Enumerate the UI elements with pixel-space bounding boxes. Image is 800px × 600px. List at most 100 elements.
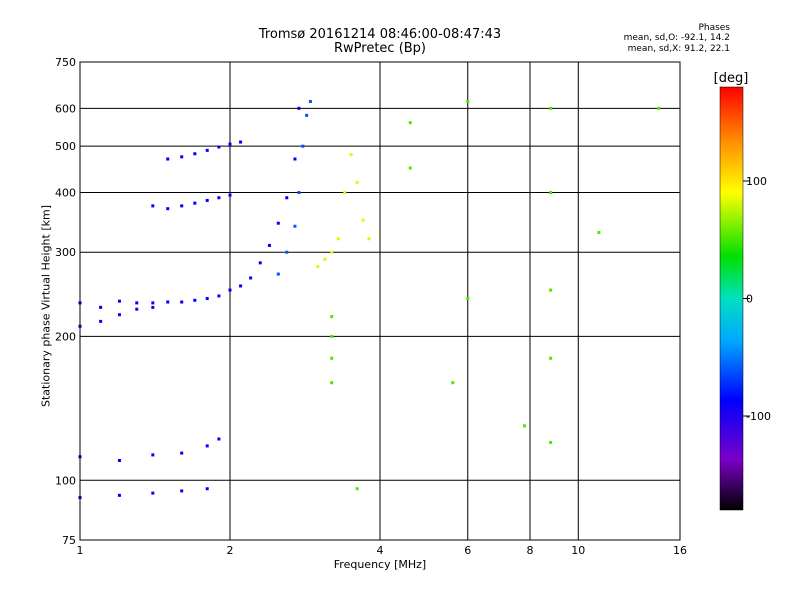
y-tick-label: 600 xyxy=(55,102,76,115)
data-point xyxy=(228,193,232,197)
data-point xyxy=(166,300,170,304)
data-point xyxy=(99,305,103,309)
data-point xyxy=(249,276,253,280)
data-point xyxy=(135,301,139,305)
data-point xyxy=(217,196,221,200)
data-point xyxy=(466,297,470,301)
data-point xyxy=(180,204,184,208)
y-tick-label: 300 xyxy=(55,246,76,259)
data-point xyxy=(597,230,601,234)
data-point xyxy=(180,155,184,159)
data-point xyxy=(217,294,221,298)
data-point xyxy=(549,356,553,360)
colorbar-tick-label: -100 xyxy=(746,410,771,423)
data-point xyxy=(180,300,184,304)
x-tick-label: 6 xyxy=(464,544,471,557)
data-point xyxy=(117,313,121,317)
data-point xyxy=(180,489,184,493)
data-point xyxy=(117,458,121,462)
data-point xyxy=(239,140,243,144)
data-point xyxy=(228,288,232,292)
y-tick-labels: 75 100 200 300 400 500 600 750 xyxy=(55,56,76,547)
y-tick-label: 500 xyxy=(55,140,76,153)
colorbar-tick-label: 100 xyxy=(746,175,767,188)
data-point xyxy=(297,106,301,110)
data-point xyxy=(151,491,155,495)
stats-x-mode: mean, sd,X: 91.2, 22.1 xyxy=(627,44,730,54)
colorbar xyxy=(719,86,744,511)
data-point xyxy=(135,307,139,311)
data-point xyxy=(336,237,340,241)
x-tick-label: 2 xyxy=(227,544,234,557)
data-point xyxy=(293,224,297,228)
colorbar-label: [deg] xyxy=(714,71,749,86)
chart-subtitle: RwPretec (Bp) xyxy=(333,41,427,56)
grid-lines xyxy=(79,61,681,541)
data-point xyxy=(330,334,334,338)
x-tick-labels: 1 2 4 6 8 10 16 xyxy=(77,544,688,557)
data-point xyxy=(193,152,197,156)
data-point xyxy=(217,145,221,149)
colorbar-ticks: -100 0 100 xyxy=(743,175,771,423)
data-point xyxy=(293,157,297,161)
data-point xyxy=(451,381,455,385)
data-point xyxy=(330,315,334,319)
data-point xyxy=(117,493,121,497)
data-point xyxy=(258,261,262,265)
y-tick-label: 100 xyxy=(55,474,76,487)
data-point xyxy=(343,190,347,194)
data-point xyxy=(408,121,412,125)
x-axis-label: Frequency [MHz] xyxy=(334,558,426,571)
data-point xyxy=(193,298,197,302)
data-point xyxy=(466,100,470,104)
data-point xyxy=(276,272,280,276)
y-tick-label: 200 xyxy=(55,330,76,343)
x-tick-label: 10 xyxy=(571,544,585,557)
data-point xyxy=(117,299,121,303)
data-point xyxy=(297,190,301,194)
data-point xyxy=(285,250,289,254)
stats-header: Phases xyxy=(698,23,730,33)
data-point xyxy=(99,319,103,323)
data-point xyxy=(308,100,312,104)
data-point xyxy=(193,201,197,205)
data-point xyxy=(323,257,327,261)
data-point xyxy=(180,451,184,455)
data-point xyxy=(151,204,155,208)
data-point xyxy=(151,305,155,309)
chart-title: Tromsø 20161214 08:46:00-08:47:43 xyxy=(258,27,502,42)
data-point xyxy=(330,250,334,254)
data-point xyxy=(349,153,353,157)
y-tick-label: 750 xyxy=(55,56,76,69)
data-point xyxy=(549,288,553,292)
data-point xyxy=(166,207,170,211)
data-point xyxy=(205,297,209,301)
x-tick-label: 16 xyxy=(673,544,687,557)
data-point xyxy=(166,157,170,161)
y-tick-label: 75 xyxy=(62,534,76,547)
data-point xyxy=(330,356,334,360)
data-point xyxy=(267,243,271,247)
y-tick-label: 400 xyxy=(55,186,76,199)
stats-o-mode: mean, sd,O: -92.1, 14.2 xyxy=(623,33,730,43)
data-point xyxy=(151,301,155,305)
data-point xyxy=(316,265,320,269)
data-point xyxy=(228,142,232,146)
data-point xyxy=(205,444,209,448)
x-tick-label: 4 xyxy=(377,544,384,557)
data-points xyxy=(78,100,661,500)
data-point xyxy=(549,440,553,444)
data-point xyxy=(205,487,209,491)
data-point xyxy=(355,180,359,184)
data-point xyxy=(657,106,661,110)
plot-frame xyxy=(79,61,681,541)
data-point xyxy=(367,237,371,241)
data-point xyxy=(239,284,243,288)
x-tick-label: 1 xyxy=(77,544,84,557)
data-point xyxy=(549,106,553,110)
data-point xyxy=(549,190,553,194)
data-point xyxy=(276,221,280,225)
data-point xyxy=(330,381,334,385)
data-point xyxy=(355,487,359,491)
